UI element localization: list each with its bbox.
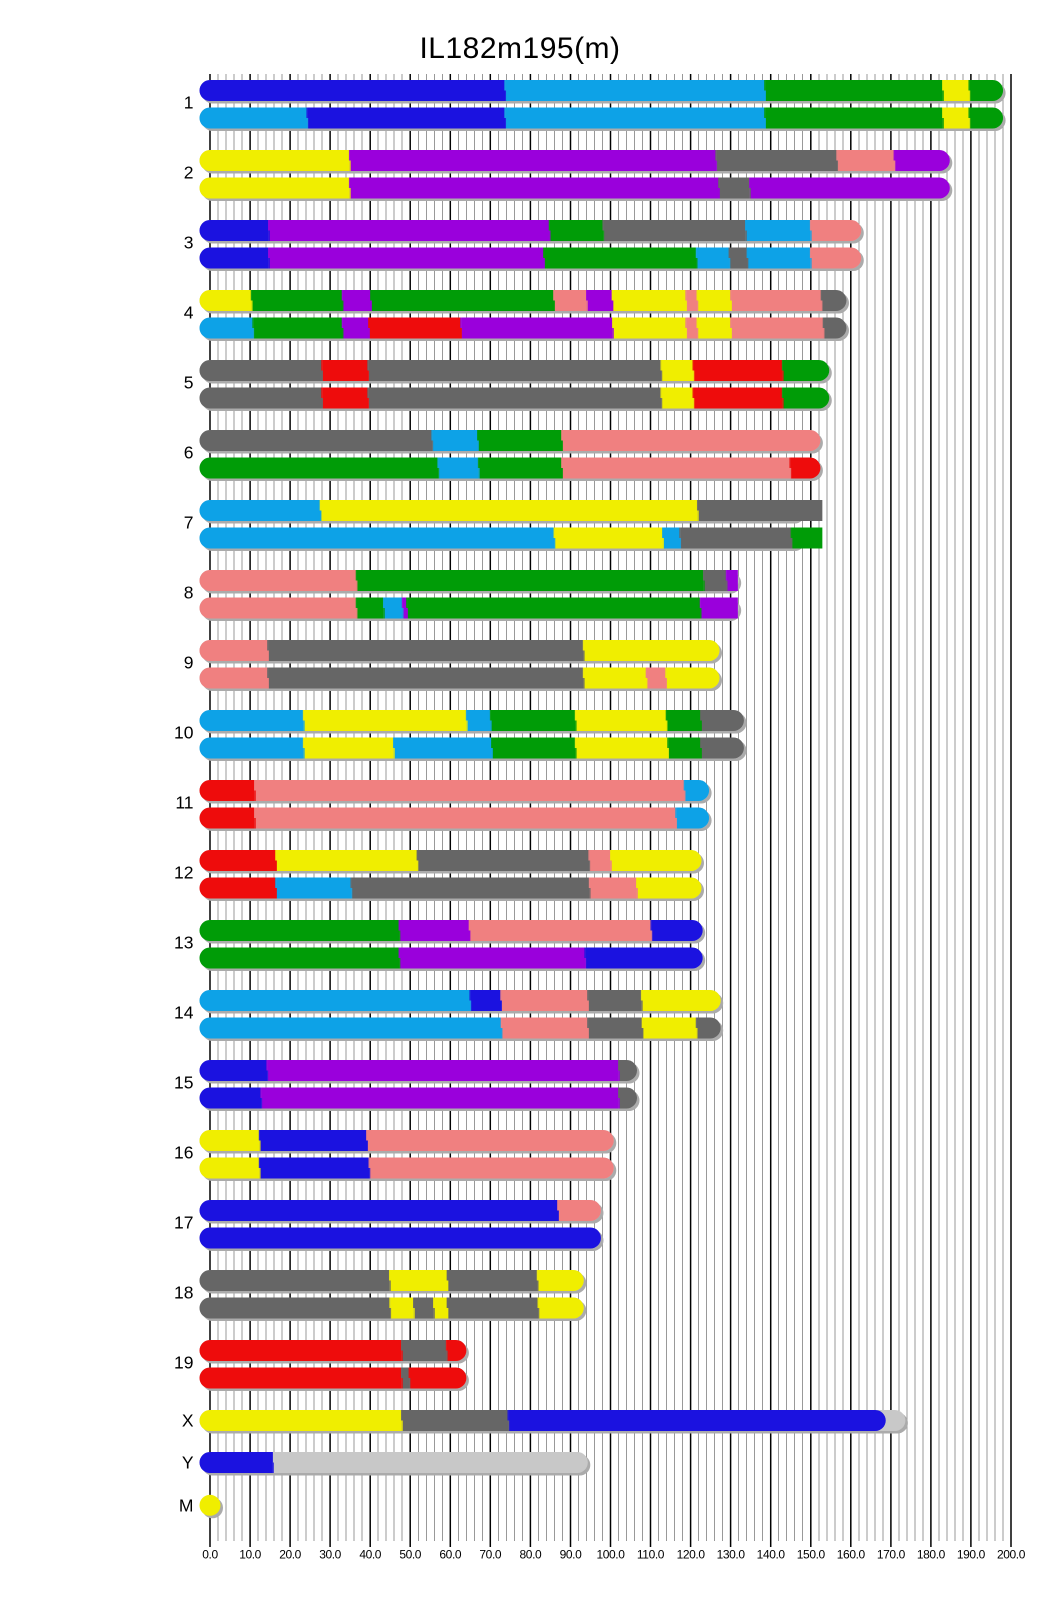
- svg-text:140.0: 140.0: [757, 1548, 786, 1562]
- svg-text:3: 3: [184, 233, 194, 253]
- svg-text:180.0: 180.0: [917, 1548, 946, 1562]
- svg-text:9: 9: [184, 653, 194, 673]
- svg-text:7: 7: [184, 513, 194, 533]
- svg-text:170.0: 170.0: [877, 1548, 906, 1562]
- svg-text:20.0: 20.0: [279, 1548, 301, 1562]
- svg-text:150.0: 150.0: [797, 1548, 826, 1562]
- svg-text:X: X: [182, 1411, 194, 1431]
- svg-text:18: 18: [174, 1283, 193, 1303]
- svg-text:10: 10: [174, 723, 194, 743]
- svg-text:M: M: [179, 1495, 194, 1515]
- svg-text:90.0: 90.0: [560, 1548, 582, 1562]
- svg-text:19: 19: [174, 1353, 193, 1373]
- svg-text:80.0: 80.0: [520, 1548, 542, 1562]
- svg-text:8: 8: [184, 583, 194, 603]
- svg-text:70.0: 70.0: [479, 1548, 501, 1562]
- svg-text:12: 12: [174, 863, 193, 883]
- svg-text:5: 5: [184, 373, 194, 393]
- svg-text:14: 14: [174, 1003, 194, 1023]
- svg-text:30.0: 30.0: [319, 1548, 341, 1562]
- svg-text:190.0: 190.0: [957, 1548, 986, 1562]
- svg-text:16: 16: [174, 1143, 193, 1163]
- svg-text:40.0: 40.0: [359, 1548, 381, 1562]
- svg-text:IL182m195(m): IL182m195(m): [419, 32, 620, 65]
- svg-text:11: 11: [175, 793, 193, 813]
- svg-text:100.0: 100.0: [596, 1548, 625, 1562]
- svg-text:130.0: 130.0: [717, 1548, 746, 1562]
- svg-text:110.0: 110.0: [637, 1548, 665, 1562]
- svg-text:160.0: 160.0: [837, 1548, 866, 1562]
- svg-text:1: 1: [184, 93, 194, 113]
- svg-text:200.0: 200.0: [997, 1548, 1026, 1562]
- svg-text:2: 2: [184, 163, 194, 183]
- svg-text:60.0: 60.0: [439, 1548, 461, 1562]
- svg-text:120.0: 120.0: [677, 1548, 706, 1562]
- svg-text:15: 15: [174, 1073, 193, 1093]
- svg-text:6: 6: [184, 443, 194, 463]
- svg-text:4: 4: [184, 303, 194, 323]
- svg-text:0.0: 0.0: [202, 1548, 218, 1562]
- svg-text:50.0: 50.0: [399, 1548, 421, 1562]
- svg-text:13: 13: [174, 933, 193, 953]
- svg-text:10.0: 10.0: [239, 1548, 261, 1562]
- svg-text:17: 17: [174, 1213, 193, 1233]
- svg-text:Y: Y: [182, 1453, 194, 1473]
